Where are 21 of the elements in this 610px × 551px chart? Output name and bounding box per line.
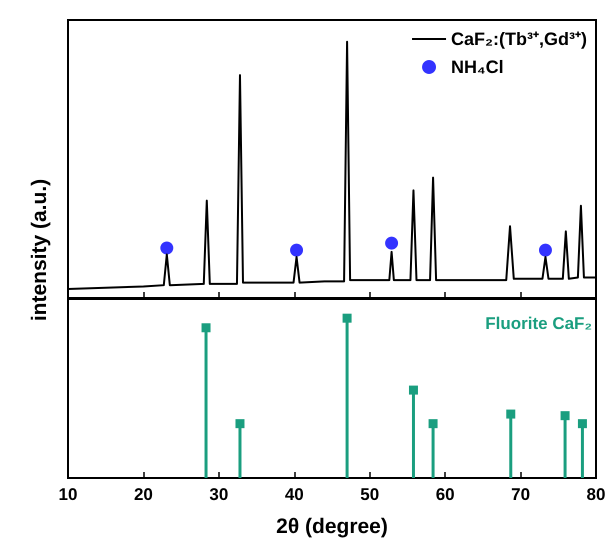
point bbox=[428, 419, 438, 428]
legend-label: NH₄Cl bbox=[451, 57, 504, 77]
annotation: Fluorite CaF₂ bbox=[485, 314, 592, 333]
point bbox=[408, 386, 418, 395]
point bbox=[342, 314, 352, 323]
x-tick-label: 40 bbox=[284, 485, 304, 504]
x-tick-label: 30 bbox=[209, 485, 228, 504]
y-axis-title: intensity (a.u.) bbox=[28, 178, 52, 322]
point bbox=[506, 410, 516, 419]
x-tick-label: 50 bbox=[360, 485, 380, 504]
x-tick-label: 10 bbox=[58, 485, 78, 504]
point bbox=[578, 419, 587, 428]
x-axis-title: 2θ (degree) bbox=[276, 515, 388, 538]
x-tick-label: 60 bbox=[436, 485, 455, 504]
x-tick-label: 20 bbox=[134, 485, 153, 504]
x-tick-label: 80 bbox=[586, 485, 606, 504]
point bbox=[202, 323, 211, 332]
legend-label: CaF₂:(Tb³⁺,Gd³⁺) bbox=[451, 29, 588, 49]
point bbox=[560, 411, 570, 420]
point bbox=[235, 419, 244, 428]
x-tick-label: 70 bbox=[511, 485, 530, 504]
